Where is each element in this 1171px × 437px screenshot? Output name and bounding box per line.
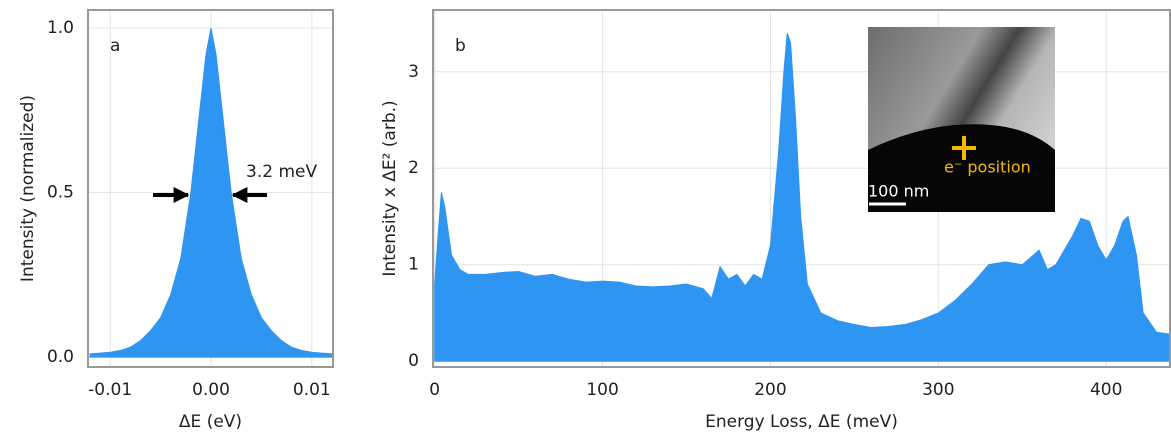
y-tick-label: 1.0: [47, 18, 74, 38]
y-tick-label: 0: [408, 351, 419, 371]
x-tick-label: 100: [586, 380, 618, 400]
inset: e⁻ position 100 nm: [868, 27, 1055, 212]
y-axis-label: Intensity x ΔE² (arb.): [380, 100, 400, 276]
x-tick-label: 400: [1090, 380, 1122, 400]
x-tick-label: -0.01: [88, 380, 132, 400]
area: [434, 32, 1171, 362]
inset-dark-region: [868, 124, 1055, 212]
y-tick-label: 0.5: [47, 183, 74, 203]
area: [89, 28, 333, 358]
x-tick-label: 0.01: [293, 380, 331, 400]
scale-bar-label: 100 nm: [868, 182, 929, 201]
y-tick-label: 3: [408, 62, 419, 82]
plot-frame: [432, 9, 1171, 368]
y-axis-label: Intensity (normalized): [18, 95, 38, 282]
inset-label: e⁻ position: [944, 158, 1031, 177]
x-axis-label: Energy Loss, ΔE (meV): [705, 412, 898, 432]
fwhm-arrows: 3.2 meV: [153, 162, 317, 203]
y-tick-label: 2: [408, 158, 419, 178]
y-tick-label: 1: [408, 255, 419, 275]
x-tick-label: 300: [922, 380, 954, 400]
plot-frame: [87, 9, 334, 368]
panel-label: a: [110, 36, 120, 56]
x-axis-label: ΔE (eV): [179, 412, 242, 432]
panel-b: 0 100 200 300 400 0 1 2 3 b Energy Loss, ΔE (meV) I…: [380, 9, 1171, 432]
panel-a: -0.01 0.00 0.01 0.0 0.5 1.0 a ΔE (eV) Intensity …: [18, 9, 334, 432]
x-tick-label: 0.00: [192, 380, 230, 400]
y-tick-label: 0.0: [47, 347, 74, 367]
annotation: 3.2 meV: [246, 162, 317, 182]
x-tick-label: 200: [754, 380, 786, 400]
panel-label: b: [455, 36, 466, 56]
position-marker: [952, 136, 976, 160]
x-tick-label: 0: [429, 380, 440, 400]
